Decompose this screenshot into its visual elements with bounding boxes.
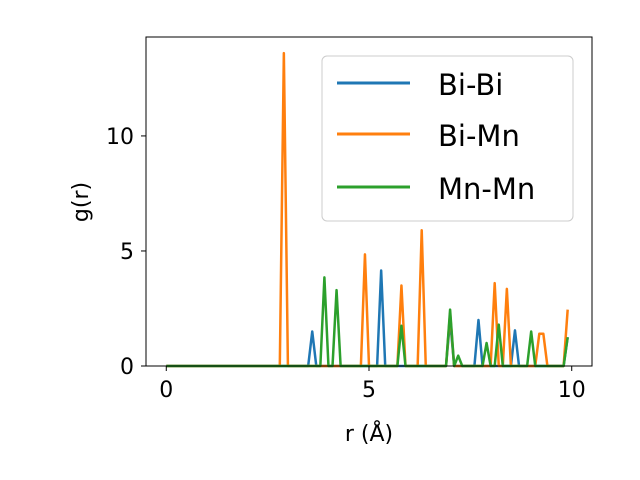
y-tick-label: 5	[120, 240, 134, 265]
legend-label-bi-mn: Bi-Mn	[438, 119, 520, 153]
legend-label-bi-bi: Bi-Bi	[438, 68, 503, 102]
legend: Bi-Bi Bi-Mn Mn-Mn	[321, 55, 574, 222]
legend-frame	[321, 55, 574, 222]
y-axis: 0 5 10	[106, 125, 146, 380]
legend-label-mn-mn: Mn-Mn	[438, 172, 535, 206]
x-tick-label: 0	[159, 378, 173, 403]
x-tick-label: 10	[558, 378, 586, 403]
x-tick-label: 5	[362, 378, 376, 403]
x-axis: 0 5 10	[159, 366, 586, 403]
y-tick-label: 10	[106, 125, 134, 150]
x-axis-label: r (Å)	[345, 420, 393, 447]
y-tick-label: 0	[120, 355, 134, 380]
y-axis-label: g(r)	[69, 182, 94, 222]
